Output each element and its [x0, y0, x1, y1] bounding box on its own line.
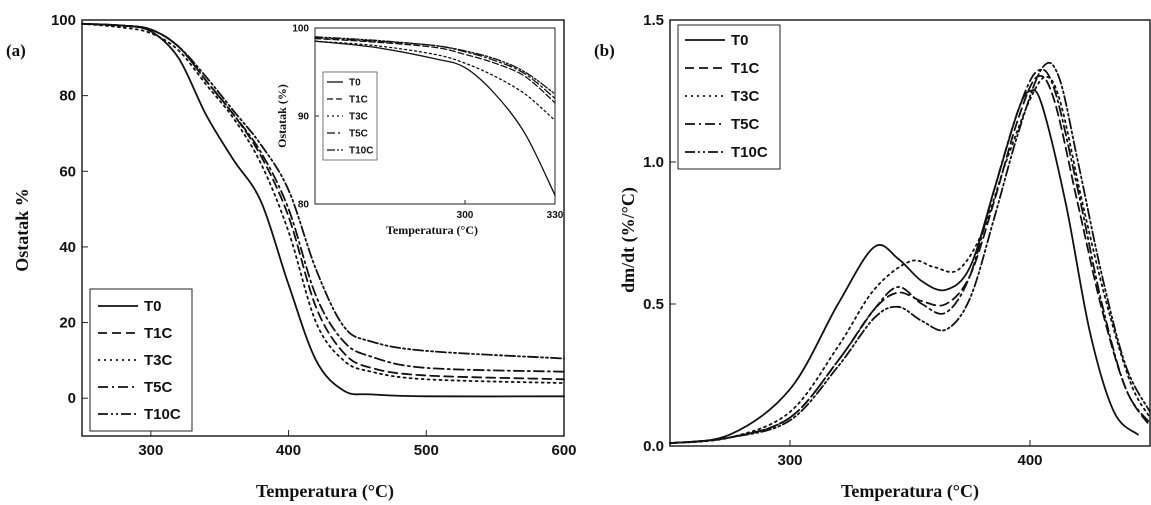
inset-series	[314, 36, 556, 196]
legend-label-t5c: T5C	[731, 116, 760, 133]
x-axis-title-b: Temperatura (°C)	[841, 481, 979, 502]
y-tick-label: 1.0	[643, 154, 664, 171]
series-line-t1c	[314, 37, 556, 104]
y-tick-label: 20	[59, 315, 76, 332]
legend-label-t10c: T10C	[731, 144, 768, 161]
x-ticks-a: 300 400 500 600	[138, 430, 577, 459]
legend-label-t0: T0	[731, 32, 749, 49]
x-tick-label: 300	[777, 452, 802, 469]
series-line-t0	[314, 40, 556, 196]
y-tick-label: 0.0	[643, 438, 664, 455]
y-axis-title-b: dm/dt (%/°C)	[618, 187, 639, 293]
chart-b: (b) 0.0 0.5 1.0 1.5 300 400 dm/dt (%/°C) Tem…	[594, 12, 1151, 502]
y-tick-label: 100	[292, 23, 309, 34]
x-tick-label: 330	[547, 210, 564, 221]
legend-label-t0: T0	[349, 77, 361, 88]
legend-label-t0: T0	[144, 298, 162, 315]
y-ticks-b: 0.0 0.5 1.0 1.5	[643, 12, 676, 455]
legend-a-frame	[89, 288, 193, 432]
series-line-t0	[81, 22, 565, 398]
x-tick-label: 500	[414, 442, 439, 459]
y-tick-label: 100	[51, 12, 76, 29]
inset-x-axis-title: Temperatura (°C)	[386, 223, 478, 237]
inset-y-axis-title: Ostatak (%)	[275, 84, 289, 148]
x-axis-title-a: Temperatura (°C)	[256, 481, 394, 502]
legend-label-t3c: T3C	[349, 111, 368, 122]
series-line-t10c	[81, 22, 565, 360]
legend-label-t1c: T1C	[349, 94, 368, 105]
y-tick-label: 1.5	[643, 12, 664, 29]
inset-y-ticks: 80 90 100	[292, 23, 319, 210]
y-tick-label: 80	[59, 88, 76, 105]
series-line-t0	[669, 89, 1139, 445]
series-line-t3c	[669, 75, 1151, 445]
inset-x-axis-title-name: Temperatura	[386, 223, 454, 237]
legend-label-t5c: T5C	[349, 128, 368, 139]
plot-a-frame	[81, 19, 565, 437]
series-a	[81, 22, 565, 398]
legend-label-t10c: T10C	[144, 406, 181, 423]
x-tick-label: 400	[1017, 452, 1042, 469]
y-tick-label: 0	[68, 390, 76, 407]
legend-b: T0 T1C T3C T5C T10C	[677, 24, 781, 170]
series-line-t1c	[669, 75, 1151, 445]
y-tick-label: 40	[59, 239, 76, 256]
inset-x-axis-title-unit: (°C)	[457, 223, 478, 237]
series-line-t3c	[81, 22, 565, 384]
series-line-t5c	[669, 68, 1151, 445]
panel-b-label: (b)	[594, 41, 615, 60]
inset-x-ticks: 300 330	[457, 200, 564, 221]
inset-legend: T0 T1C T3C T5C T10C	[322, 71, 378, 161]
inset-a: 80 90 100 300 330 Ostatak (%) Temperatura (…	[275, 23, 564, 237]
x-tick-label: 300	[138, 442, 163, 459]
series-line-t3c	[314, 40, 556, 122]
series-line-t5c	[314, 37, 556, 100]
y-tick-label: 60	[59, 163, 76, 180]
y-tick-label: 0.5	[643, 296, 664, 313]
y-tick-label: 90	[298, 111, 310, 122]
x-axis-title-b-unit: (°C)	[947, 481, 979, 502]
y-axis-title-a: Ostatak %	[12, 188, 32, 272]
legend-label-t3c: T3C	[144, 352, 173, 369]
x-ticks-b: 300 400	[777, 440, 1043, 469]
series-b	[669, 61, 1151, 445]
legend-label-t10c: T10C	[349, 145, 373, 156]
x-axis-title-a-name: Temperatura	[256, 481, 357, 501]
legend-label-t1c: T1C	[731, 60, 760, 77]
y-tick-label: 80	[298, 199, 310, 210]
x-tick-label: 300	[457, 210, 474, 221]
plot-b-frame	[669, 19, 1151, 447]
series-line-t10c	[314, 36, 556, 95]
panel-a-label: (a)	[6, 41, 26, 60]
legend-b-frame	[677, 24, 781, 170]
y-ticks-a: 0 20 40 60 80 100	[51, 12, 88, 407]
x-axis-title-b-name: Temperatura	[841, 481, 942, 501]
legend-a: T0 T1C T3C T5C T10C	[89, 288, 193, 432]
legend-label-t3c: T3C	[731, 88, 760, 105]
x-tick-label: 400	[276, 442, 301, 459]
x-tick-label: 600	[551, 442, 576, 459]
x-axis-title-a-unit: (°C)	[362, 481, 394, 502]
legend-label-t1c: T1C	[144, 325, 173, 342]
series-line-t10c	[669, 61, 1151, 445]
legend-label-t5c: T5C	[144, 379, 173, 396]
